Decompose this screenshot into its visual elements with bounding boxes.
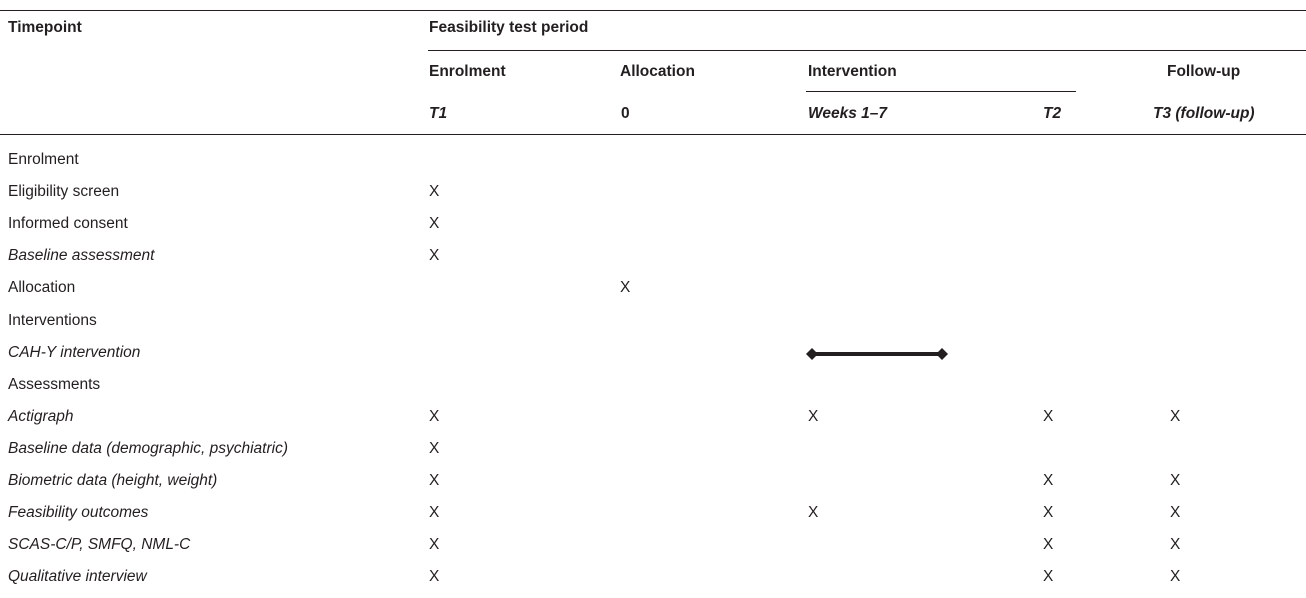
row-label: Assessments	[8, 375, 101, 393]
row-label: Interventions	[8, 311, 97, 329]
header-bottom-rule	[0, 134, 1306, 135]
x-mark-t1: X	[429, 504, 440, 522]
row-label: Feasibility outcomes	[8, 504, 149, 522]
t2-subheader: T2	[1043, 105, 1062, 122]
x-mark-t2: X	[1043, 568, 1054, 586]
row-label: Biometric data (height, weight)	[8, 472, 218, 489]
row-label: CAH-Y intervention	[8, 343, 141, 361]
x-mark-t2: X	[1043, 472, 1054, 489]
row-label: SCAS-C/P, SMFQ, NML-C	[8, 536, 191, 554]
x-mark-weeks: X	[808, 504, 819, 522]
x-mark-t1: X	[429, 183, 440, 201]
intervention-rule	[806, 91, 1076, 92]
x-mark-t3: X	[1170, 536, 1181, 554]
x-mark-t1: X	[429, 215, 440, 233]
row-label: Baseline assessment	[8, 247, 155, 265]
x-mark-weeks: X	[808, 407, 819, 425]
x-mark-t3: X	[1170, 504, 1181, 522]
x-mark-t1: X	[429, 536, 440, 554]
x-mark-t3: X	[1170, 407, 1181, 425]
period-rule	[428, 50, 1306, 51]
x-mark-t1: X	[429, 247, 440, 265]
x-mark-t1: X	[429, 439, 440, 457]
row-label: Allocation	[8, 279, 76, 297]
x-mark-t2: X	[1043, 536, 1054, 554]
x-mark-t1: X	[429, 568, 440, 586]
intervention-header: Intervention	[808, 63, 897, 80]
enrolment-header: Enrolment	[429, 63, 506, 80]
t1-subheader: T1	[429, 105, 448, 122]
x-mark-zero: X	[620, 279, 631, 297]
x-mark-t2: X	[1043, 504, 1054, 522]
x-mark-t1: X	[429, 407, 440, 425]
period-header: Feasibility test period	[429, 19, 589, 36]
row-label: Baseline data (demographic, psychiatric)	[8, 439, 288, 457]
row-label: Qualitative interview	[8, 568, 147, 586]
row-label: Eligibility screen	[8, 183, 120, 201]
x-mark-t2: X	[1043, 407, 1054, 425]
row-label: Enrolment	[8, 151, 79, 168]
x-mark-t1: X	[429, 472, 440, 489]
x-mark-t3: X	[1170, 568, 1181, 586]
top-rule	[0, 10, 1306, 11]
x-mark-t3: X	[1170, 472, 1181, 489]
row-label: Actigraph	[8, 407, 74, 425]
duration-arrow	[806, 347, 948, 360]
allocation-header: Allocation	[620, 63, 695, 80]
followup-header: Follow-up	[1167, 63, 1241, 80]
timepoint-header: Timepoint	[8, 19, 82, 36]
row-label: Informed consent	[8, 215, 128, 233]
weeks-subheader: Weeks 1–7	[808, 105, 887, 122]
zero-subheader: 0	[621, 105, 630, 122]
t3-subheader: T3 (follow-up)	[1153, 105, 1255, 122]
